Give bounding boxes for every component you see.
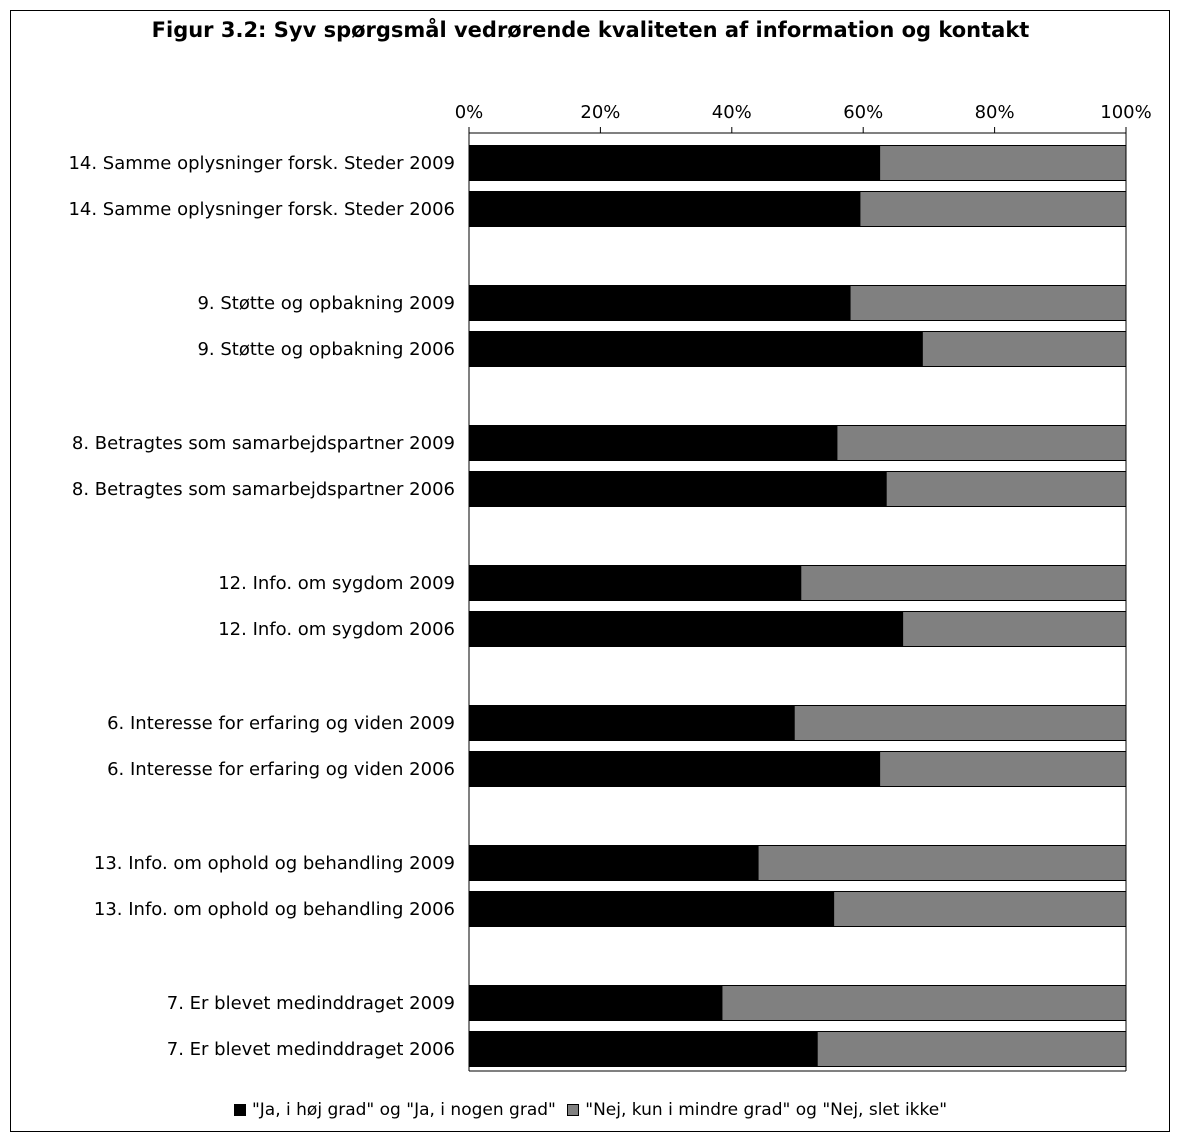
bar-series1 — [468, 425, 838, 461]
category-label: 9. Støtte og opbakning 2006 — [197, 339, 455, 360]
category-label: 14. Samme oplysninger forsk. Steder 2009 — [68, 153, 455, 174]
bar-series1 — [468, 845, 759, 881]
bar-series1 — [468, 285, 851, 321]
bar-series1 — [468, 191, 861, 227]
bar-series2 — [836, 425, 1127, 461]
legend-label-series2: "Nej, kun i mindre grad" og "Nej, slet i… — [585, 1100, 948, 1120]
x-tick-label: 0% — [455, 102, 484, 123]
bar-series1 — [468, 471, 887, 507]
bar-series2 — [849, 285, 1127, 321]
bar-series2 — [879, 751, 1127, 787]
legend-swatch-series1 — [233, 1104, 246, 1116]
category-label: 13. Info. om ophold og behandling 2006 — [94, 899, 455, 920]
bar-series2 — [902, 611, 1127, 647]
category-label: 6. Interesse for erfaring og viden 2006 — [107, 759, 455, 780]
bar-series1 — [468, 145, 881, 181]
x-tick-label: 40% — [712, 102, 752, 123]
bar-series1 — [468, 611, 904, 647]
x-tick-label: 100% — [1100, 102, 1151, 123]
chart-title: Figur 3.2: Syv spørgsmål vedrørende kval… — [151, 18, 1030, 42]
x-tick-label: 60% — [843, 102, 883, 123]
legend-item-series1: "Ja, i høj grad" og "Ja, i nogen grad" — [233, 1100, 556, 1120]
x-tick-label: 20% — [580, 102, 620, 123]
category-label: 7. Er blevet medinddraget 2006 — [167, 1039, 455, 1060]
legend-item-series2: "Nej, kun i mindre grad" og "Nej, slet i… — [567, 1100, 947, 1120]
bar-series2 — [816, 1031, 1127, 1067]
bar-series1 — [468, 1031, 818, 1067]
category-label: 14. Samme oplysninger forsk. Steder 2006 — [68, 199, 455, 220]
category-label: 8. Betragtes som samarbejdspartner 2006 — [72, 479, 455, 500]
bar-series1 — [468, 891, 835, 927]
bar-series2 — [879, 145, 1127, 181]
bar-series2 — [921, 331, 1127, 367]
category-label: 12. Info. om sygdom 2006 — [218, 619, 455, 640]
bar-series2 — [885, 471, 1127, 507]
legend-swatch-series2 — [567, 1104, 580, 1116]
bar-series1 — [468, 565, 802, 601]
bar-series2 — [859, 191, 1127, 227]
category-label: 7. Er blevet medinddraget 2009 — [167, 993, 455, 1014]
category-label: 8. Betragtes som samarbejdspartner 2009 — [72, 433, 455, 454]
category-label: 13. Info. om ophold og behandling 2009 — [94, 853, 455, 874]
bar-series1 — [468, 985, 723, 1021]
bar-series1 — [468, 705, 795, 741]
bar-series2 — [793, 705, 1127, 741]
bar-series2 — [833, 891, 1127, 927]
legend: "Ja, i høj grad" og "Ja, i nogen grad" "… — [0, 1100, 1181, 1120]
legend-label-series1: "Ja, i høj grad" og "Ja, i nogen grad" — [251, 1100, 556, 1120]
bar-series2 — [757, 845, 1127, 881]
category-label: 9. Støtte og opbakning 2009 — [197, 293, 455, 314]
bar-series2 — [721, 985, 1127, 1021]
bar-series2 — [800, 565, 1127, 601]
category-label: 6. Interesse for erfaring og viden 2009 — [107, 713, 455, 734]
bar-series1 — [468, 331, 923, 367]
category-label: 12. Info. om sygdom 2009 — [218, 573, 455, 594]
x-tick-label: 80% — [975, 102, 1015, 123]
bar-series1 — [468, 751, 881, 787]
